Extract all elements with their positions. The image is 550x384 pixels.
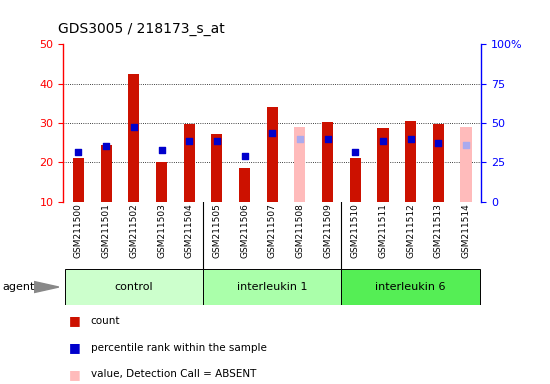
Text: ■: ■ bbox=[69, 314, 80, 327]
Bar bbox=[433, 124, 444, 202]
Point bbox=[185, 137, 194, 144]
Text: GSM211500: GSM211500 bbox=[74, 204, 83, 258]
Point bbox=[240, 153, 249, 159]
Bar bbox=[156, 162, 167, 202]
Point bbox=[406, 136, 415, 142]
Bar bbox=[377, 127, 388, 202]
Text: GSM211507: GSM211507 bbox=[268, 204, 277, 258]
Bar bbox=[460, 127, 471, 202]
Text: GSM211508: GSM211508 bbox=[295, 204, 305, 258]
Text: GSM211511: GSM211511 bbox=[378, 204, 388, 258]
Point bbox=[102, 143, 111, 149]
Text: GSM211510: GSM211510 bbox=[351, 204, 360, 258]
Bar bbox=[101, 144, 112, 202]
Text: agent: agent bbox=[3, 282, 35, 292]
Text: count: count bbox=[91, 316, 120, 326]
Text: percentile rank within the sample: percentile rank within the sample bbox=[91, 343, 267, 353]
Text: GSM211505: GSM211505 bbox=[212, 204, 222, 258]
Text: value, Detection Call = ABSENT: value, Detection Call = ABSENT bbox=[91, 369, 256, 379]
Point bbox=[378, 137, 387, 144]
Point bbox=[212, 137, 221, 144]
Text: ■: ■ bbox=[69, 341, 80, 354]
Text: control: control bbox=[114, 282, 153, 292]
Text: GSM211512: GSM211512 bbox=[406, 204, 415, 258]
Bar bbox=[294, 127, 305, 202]
Text: GSM211514: GSM211514 bbox=[461, 204, 470, 258]
Bar bbox=[211, 134, 222, 202]
Bar bbox=[73, 157, 84, 202]
Text: GSM211502: GSM211502 bbox=[129, 204, 139, 258]
Text: GSM211506: GSM211506 bbox=[240, 204, 249, 258]
Point bbox=[461, 141, 470, 147]
Polygon shape bbox=[34, 281, 59, 293]
Bar bbox=[128, 74, 139, 202]
Bar bbox=[203, 269, 342, 305]
Point bbox=[351, 149, 360, 156]
Point bbox=[268, 130, 277, 136]
Point bbox=[129, 124, 138, 130]
Point bbox=[323, 136, 332, 142]
Bar bbox=[342, 269, 480, 305]
Text: GDS3005 / 218173_s_at: GDS3005 / 218173_s_at bbox=[58, 23, 224, 36]
Bar bbox=[322, 122, 333, 202]
Bar bbox=[65, 269, 203, 305]
Text: GSM211501: GSM211501 bbox=[102, 204, 111, 258]
Bar bbox=[350, 157, 361, 202]
Text: interleukin 6: interleukin 6 bbox=[376, 282, 446, 292]
Text: interleukin 1: interleukin 1 bbox=[237, 282, 307, 292]
Bar bbox=[267, 107, 278, 202]
Point bbox=[434, 139, 443, 146]
Bar bbox=[239, 168, 250, 202]
Text: GSM211503: GSM211503 bbox=[157, 204, 166, 258]
Text: GSM211509: GSM211509 bbox=[323, 204, 332, 258]
Text: ■: ■ bbox=[69, 368, 80, 381]
Text: GSM211504: GSM211504 bbox=[185, 204, 194, 258]
Text: GSM211513: GSM211513 bbox=[434, 204, 443, 258]
Point bbox=[157, 147, 166, 154]
Point bbox=[295, 136, 304, 142]
Bar bbox=[405, 121, 416, 202]
Point bbox=[74, 149, 83, 156]
Bar bbox=[184, 124, 195, 202]
